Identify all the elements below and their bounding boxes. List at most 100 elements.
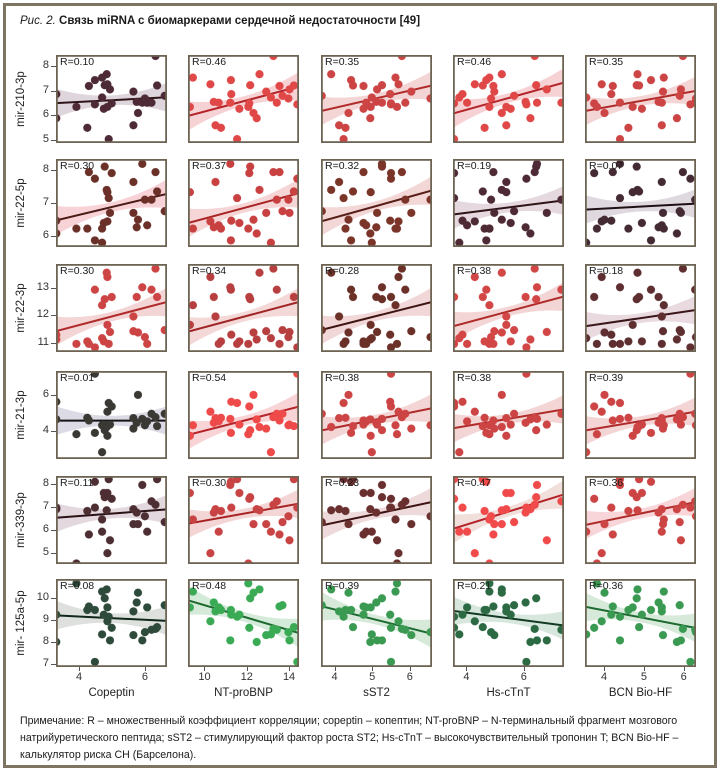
data-point (138, 159, 147, 169)
data-point (326, 70, 336, 79)
data-point (391, 224, 400, 233)
x-tick-mark (246, 667, 248, 671)
scatter-panel: R=0.30 (56, 159, 167, 247)
data-point (589, 402, 599, 411)
data-point (361, 417, 371, 426)
data-point (657, 312, 667, 321)
panel-plot (188, 476, 299, 564)
data-point (386, 657, 396, 667)
data-point (132, 223, 141, 232)
scatter-panel: R=0.39 (585, 371, 696, 459)
data-point (506, 420, 515, 429)
panel-plot (56, 371, 167, 459)
data-point (255, 185, 264, 195)
data-point (522, 657, 531, 667)
data-point (386, 99, 396, 108)
data-point (490, 208, 499, 218)
data-point (90, 477, 100, 487)
data-point (392, 429, 402, 439)
data-point (100, 162, 109, 171)
regression-line (321, 189, 432, 223)
data-point (482, 285, 491, 294)
data-point (90, 174, 100, 183)
data-point (526, 229, 535, 238)
panel-border (585, 264, 696, 352)
data-point (676, 536, 686, 545)
data-point (462, 221, 472, 230)
data-point (530, 264, 539, 273)
row-axis-label: mir-210-3p (15, 71, 27, 127)
data-point (522, 343, 531, 352)
data-point (346, 285, 356, 294)
data-point (659, 73, 669, 82)
scatter-panel: R=0.30 (188, 476, 299, 564)
y-tick-mark (51, 236, 56, 238)
data-point (470, 407, 479, 416)
data-point (244, 339, 253, 349)
scatter-panel: R=0.08 (56, 579, 167, 667)
data-point (84, 530, 94, 539)
data-point (485, 73, 494, 82)
panel-plot (321, 476, 432, 564)
data-point (334, 413, 344, 423)
data-point (366, 637, 375, 647)
y-tick-mark (51, 484, 56, 486)
data-point (188, 73, 198, 82)
data-point (485, 102, 494, 112)
y-tick-mark (51, 66, 56, 68)
panel-border (321, 371, 432, 459)
x-tick-mark (372, 667, 374, 671)
y-tick-mark (51, 90, 56, 92)
panel-plot (453, 371, 564, 459)
data-point (624, 337, 633, 346)
data-point (83, 506, 92, 516)
data-point (497, 268, 506, 277)
panel-plot (321, 371, 432, 459)
data-point (502, 607, 511, 616)
data-point (509, 601, 519, 610)
y-tick-label: 5 (42, 133, 49, 146)
data-point (142, 603, 152, 612)
data-point (206, 272, 215, 282)
data-point (72, 429, 81, 439)
data-point (675, 206, 684, 216)
y-tick-label: 4 (42, 423, 49, 436)
data-point (100, 295, 109, 304)
data-point (675, 517, 684, 527)
data-point (361, 339, 371, 349)
panel-border (321, 55, 432, 143)
data-point (261, 630, 271, 640)
panel-plot (188, 579, 299, 667)
data-point (97, 515, 107, 524)
panel-plot (453, 476, 564, 564)
x-tick-label: 12 (240, 671, 253, 683)
data-point (455, 527, 464, 536)
data-point (589, 168, 599, 178)
data-point (105, 536, 115, 545)
data-point (607, 610, 616, 619)
data-point (245, 402, 254, 411)
data-point (531, 493, 541, 502)
panel-border (188, 55, 299, 143)
data-point (615, 480, 625, 490)
data-point (646, 477, 656, 487)
data-point (485, 300, 494, 310)
x-tick-mark (643, 667, 645, 671)
x-tick-label: 4 (75, 671, 83, 683)
data-point (226, 98, 235, 107)
data-point (339, 612, 348, 621)
panel-plot (321, 55, 432, 143)
data-point (334, 312, 344, 321)
column-axis-label: sST2 (363, 687, 390, 699)
x-tick-label: 14 (282, 671, 296, 683)
scatter-panel: R=0.19 (453, 159, 564, 247)
regression-line (453, 295, 564, 328)
panel-plot (453, 579, 564, 667)
data-point (502, 431, 511, 441)
panel-plot (585, 159, 696, 247)
scatter-panel: R=0.35 (321, 55, 432, 143)
data-point (397, 500, 407, 509)
data-point (615, 414, 625, 424)
panel-border (321, 264, 432, 352)
data-point (509, 517, 519, 527)
